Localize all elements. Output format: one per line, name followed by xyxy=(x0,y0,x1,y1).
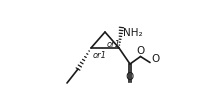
Text: or1: or1 xyxy=(107,40,121,49)
Text: O: O xyxy=(151,54,160,64)
Text: O: O xyxy=(126,72,134,82)
Text: O: O xyxy=(136,46,145,56)
Text: or1: or1 xyxy=(92,51,107,60)
Text: NH₂: NH₂ xyxy=(123,28,142,38)
